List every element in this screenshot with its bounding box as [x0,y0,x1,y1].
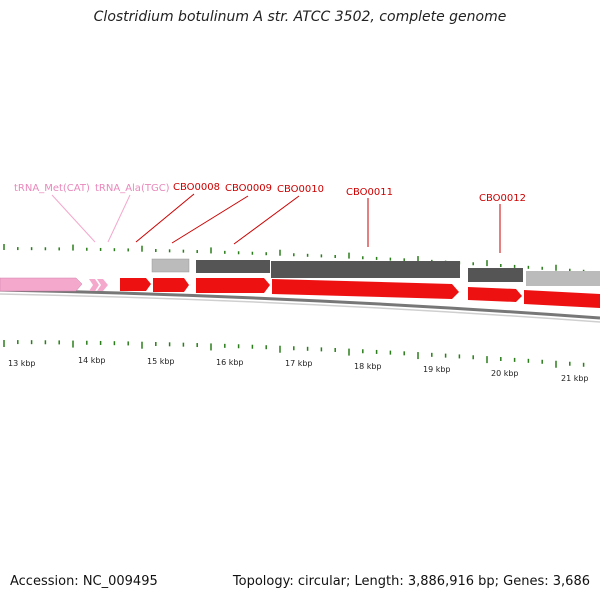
axis-tick-label: 16 kbp [216,358,244,367]
cbo0011-arrow[interactable] [468,287,522,302]
bottom-tick-row [3,340,585,368]
trna-ala-arrow-1[interactable] [89,279,99,291]
axis-tick-label: 21 kbp [561,374,589,383]
gene-track-dark-2 [271,261,460,278]
gene-track-dark-1 [196,260,270,273]
feature-label-cbo0009[interactable]: CBO0009 [225,183,272,194]
axis-tick-label: 18 kbp [354,362,382,371]
cbo0010-callout [233,195,300,245]
cbo0012-arrow[interactable] [524,290,600,308]
feature-label-cbo0008[interactable]: CBO0008 [173,182,220,193]
top-tick-row [3,244,585,273]
feature-label-cbo0012[interactable]: CBO0012 [479,193,526,204]
gene-track-light-1 [151,258,190,273]
cbo0009-arrow[interactable] [196,278,270,293]
axis-tick-label: 14 kbp [78,356,106,365]
axis-tick-label: 17 kbp [285,359,313,368]
gene-track-light-2 [526,271,600,286]
axis-tick-label: 19 kbp [423,365,451,374]
trna-ala-arrow-2[interactable] [97,279,108,291]
feature-label-cbo0011[interactable]: CBO0011 [346,187,393,198]
gene-track-dark-3 [468,268,523,282]
feature-label-trna-met[interactable]: tRNA_Met(CAT) [14,183,90,194]
axis-tick-label: 13 kbp [8,359,36,368]
backbone-outer [0,288,600,320]
cbo0007-arrow[interactable] [120,278,151,291]
cbo0008-callout [135,193,195,243]
feature-label-trna-ala[interactable]: tRNA_Ala(TGC) [95,183,170,194]
cbo0010-arrow[interactable] [272,279,459,299]
cbo0008-arrow[interactable] [153,278,189,292]
trna-met-callout [51,194,96,243]
backbone-inner [0,293,600,323]
trna-met-arrow[interactable] [0,277,83,292]
cbo0009-callout [171,195,249,244]
axis-tick-label: 20 kbp [491,369,519,378]
feature-label-cbo0010[interactable]: CBO0010 [277,184,324,195]
trna-ala-callout [107,194,131,243]
map-title: Clostridium botulinum A str. ATCC 3502, … [93,9,507,25]
accession-text: Accession: NC_009495 [10,574,158,589]
genome-summary-text: Topology: circular; Length: 3,886,916 bp… [232,574,590,589]
axis-tick-label: 15 kbp [147,357,175,366]
